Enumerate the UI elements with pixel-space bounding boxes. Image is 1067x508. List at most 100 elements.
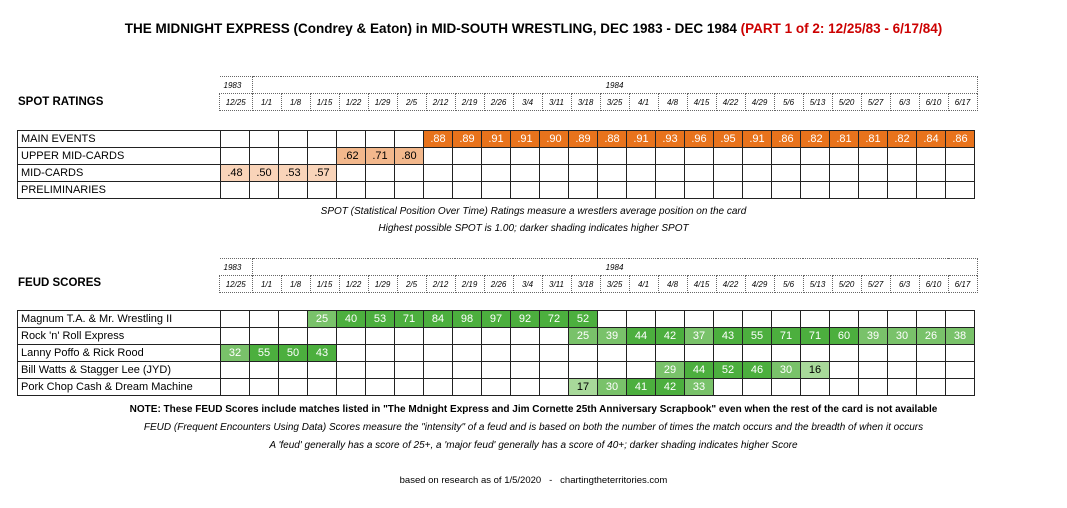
value-cell: 29 (655, 361, 685, 379)
value-cell: .86 (771, 130, 801, 148)
empty-cell (945, 344, 975, 362)
empty-cell (713, 147, 743, 165)
empty-cell (829, 164, 859, 182)
empty-cell (336, 164, 366, 182)
empty-cell (365, 164, 395, 182)
date-label: 2/5 (396, 275, 427, 293)
value-cell: 30 (887, 327, 917, 345)
empty-cell (220, 327, 250, 345)
row-label: Pork Chop Cash & Dream Machine (17, 378, 221, 396)
empty-cell (307, 378, 337, 396)
year-row: 1983 1984 (219, 258, 978, 276)
empty-cell (365, 361, 395, 379)
year-row: 1983 1984 (219, 76, 978, 94)
empty-cell (597, 147, 627, 165)
date-label: 5/20 (831, 275, 862, 293)
empty-cell (800, 181, 830, 199)
empty-cell (800, 310, 830, 328)
date-label: 3/18 (570, 275, 601, 293)
row-label: MAIN EVENTS (17, 130, 221, 148)
value-cell: .82 (887, 130, 917, 148)
empty-cell (307, 147, 337, 165)
empty-cell (539, 378, 569, 396)
empty-cell (655, 344, 685, 362)
empty-cell (684, 164, 714, 182)
empty-cell (394, 130, 424, 148)
value-cell: 37 (684, 327, 714, 345)
value-cell: .84 (916, 130, 946, 148)
feud-note-1: FEUD (Frequent Encounters Using Data) Sc… (143, 422, 924, 433)
empty-cell (220, 130, 250, 148)
feud-note-2: A 'feud' generally has a score of 25+, a… (269, 440, 798, 451)
value-cell: 92 (510, 310, 540, 328)
date-label: 2/19 (454, 93, 485, 111)
empty-cell (539, 181, 569, 199)
empty-cell (916, 378, 946, 396)
empty-cell (626, 344, 656, 362)
empty-cell (829, 378, 859, 396)
empty-cell (597, 181, 627, 199)
empty-cell (684, 344, 714, 362)
date-label: 4/8 (657, 275, 688, 293)
empty-cell (539, 344, 569, 362)
value-cell: 44 (684, 361, 714, 379)
empty-cell (626, 164, 656, 182)
table-row: MAIN EVENTS .88.89.91.91.90.89.88.91.93.9… (17, 130, 975, 148)
feud-scores-table: Magnum T.A. & Mr. Wrestling II 25 40 53 71 84… (17, 310, 975, 396)
value-cell: 71 (771, 327, 801, 345)
spot-date-header: 1983 1984 12/25 1/1 1/8 1/15 1/22 1/29 2/5 2/12 2/… (219, 76, 978, 111)
value-cell: .53 (278, 164, 308, 182)
empty-cell (829, 181, 859, 199)
value-cell: .57 (307, 164, 337, 182)
empty-cell (249, 310, 279, 328)
empty-cell (510, 147, 540, 165)
date-label: 3/25 (599, 275, 630, 293)
empty-cell (742, 147, 772, 165)
date-label: 6/3 (889, 275, 920, 293)
empty-cell (278, 361, 308, 379)
empty-cell (394, 181, 424, 199)
row-label: PRELIMINARIES (17, 181, 221, 199)
value-cell: .86 (945, 130, 975, 148)
empty-cell (568, 147, 598, 165)
date-label: 4/22 (715, 93, 746, 111)
date-label: 6/10 (918, 93, 949, 111)
empty-cell (945, 147, 975, 165)
empty-cell (597, 310, 627, 328)
date-label: 5/6 (773, 275, 804, 293)
spot-note-2: Highest possible SPOT is 1.00; darker sh… (378, 223, 689, 234)
empty-cell (307, 361, 337, 379)
empty-cell (423, 378, 453, 396)
date-label: 2/12 (425, 93, 456, 111)
date-label: 6/10 (918, 275, 949, 293)
date-label: 4/1 (628, 275, 659, 293)
empty-cell (829, 147, 859, 165)
empty-cell (278, 327, 308, 345)
date-label: 4/15 (686, 275, 717, 293)
value-cell: 41 (626, 378, 656, 396)
empty-cell (423, 344, 453, 362)
empty-cell (771, 310, 801, 328)
value-cell: 16 (800, 361, 830, 379)
empty-cell (568, 164, 598, 182)
empty-cell (771, 378, 801, 396)
empty-cell (510, 327, 540, 345)
value-cell: 52 (568, 310, 598, 328)
table-row: PRELIMINARIES (17, 181, 975, 199)
value-cell: .48 (220, 164, 250, 182)
empty-cell (916, 344, 946, 362)
empty-cell (887, 181, 917, 199)
empty-cell (249, 378, 279, 396)
value-cell: 53 (365, 310, 395, 328)
empty-cell (394, 361, 424, 379)
date-label: 1/15 (309, 93, 340, 111)
empty-cell (510, 164, 540, 182)
value-cell: 25 (568, 327, 598, 345)
empty-cell (452, 361, 482, 379)
empty-cell (655, 181, 685, 199)
date-label: 6/17 (947, 93, 978, 111)
empty-cell (336, 327, 366, 345)
empty-cell (626, 310, 656, 328)
spot-ratings-table: MAIN EVENTS .88.89.91.91.90.89.88.91.93.9… (17, 130, 975, 199)
empty-cell (394, 164, 424, 182)
